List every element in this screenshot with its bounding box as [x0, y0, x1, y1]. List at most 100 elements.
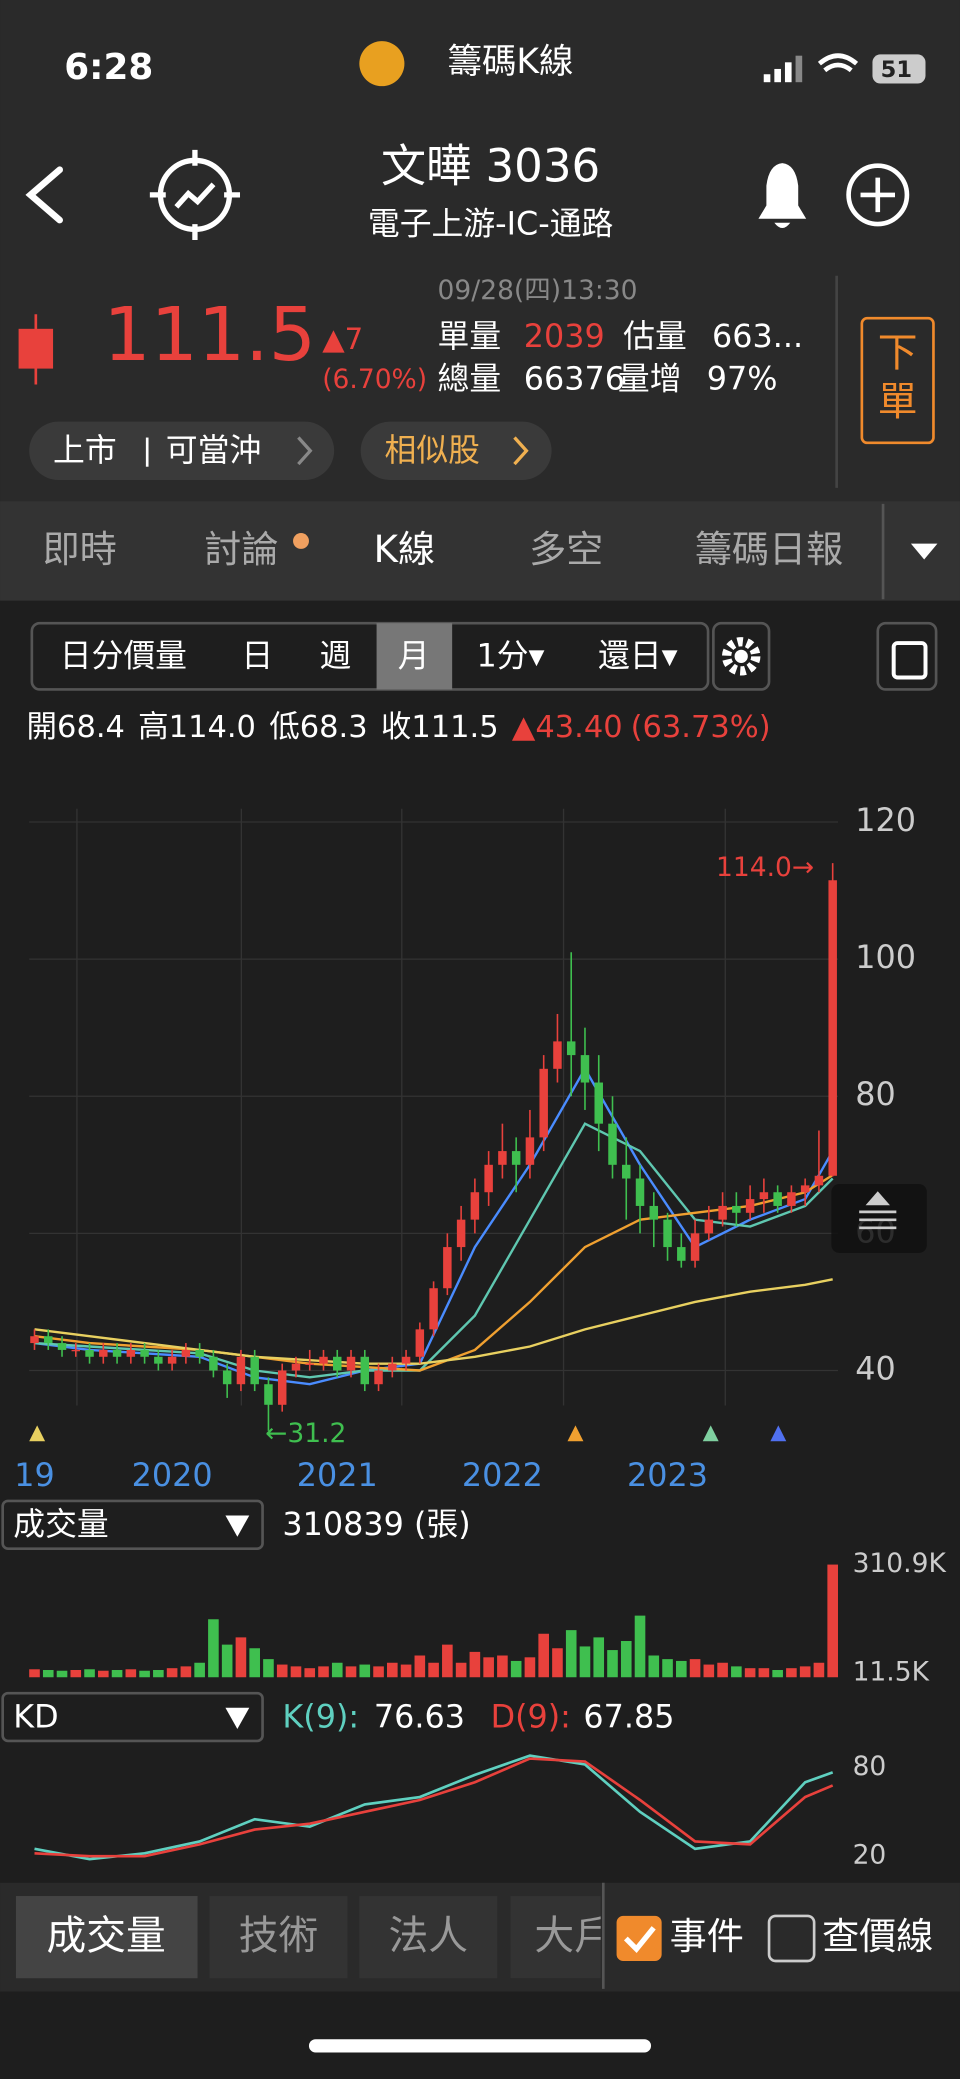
home-indicator [308, 2039, 652, 2053]
tag: 可當沖 [166, 431, 261, 469]
candle-body [690, 1233, 700, 1261]
candle-body [264, 1384, 273, 1405]
bottom-tab[interactable]: 技術 [239, 1913, 319, 1959]
moving-average [34, 1278, 833, 1365]
volume-bar [799, 1666, 811, 1678]
bottom-tab[interactable]: 成交量 [46, 1913, 165, 1959]
bottom-tab-active[interactable] [15, 1896, 198, 1979]
market-pill[interactable] [29, 421, 335, 480]
candle-body [635, 1178, 645, 1206]
kd-line [34, 1754, 834, 1861]
volume-bar [331, 1662, 343, 1678]
order-text: 單 [878, 379, 918, 425]
candle-body [305, 1363, 314, 1365]
back-button[interactable] [25, 166, 64, 224]
candle-body [195, 1349, 204, 1357]
similar-pill[interactable] [360, 421, 552, 480]
candle-body [677, 1247, 686, 1261]
candle-body [525, 1137, 535, 1165]
candle-body [319, 1356, 328, 1364]
app-icon [359, 41, 405, 87]
tab-active[interactable]: K線 [374, 528, 435, 571]
bottom-tab-bg [510, 1896, 601, 1979]
candle-body [622, 1164, 631, 1179]
label: 總量 [438, 360, 502, 398]
candle-body [498, 1151, 507, 1165]
checkbox-checked[interactable] [616, 1915, 662, 1961]
gear [721, 637, 761, 676]
order-button[interactable] [860, 316, 935, 445]
tab[interactable]: 即時 [42, 528, 116, 571]
period[interactable]: 還日▾ [598, 637, 678, 675]
volume-bar [703, 1664, 715, 1678]
indicator-select[interactable] [1, 1499, 264, 1550]
volume-bar [634, 1615, 646, 1678]
candle-body [209, 1356, 218, 1371]
event-marker[interactable] [702, 1425, 719, 1442]
volume-bar [648, 1655, 660, 1678]
add-button[interactable] [846, 163, 910, 227]
time: 6:28 [64, 47, 153, 88]
badge [293, 533, 309, 549]
candle-body [112, 1349, 122, 1357]
volume-bar [414, 1655, 426, 1678]
label: 量增 [618, 360, 682, 398]
x-tick-label: 2023 [627, 1456, 708, 1494]
volume-bar [469, 1651, 481, 1678]
tab[interactable]: 討論 [204, 528, 278, 571]
period[interactable]: 1分▾ [476, 637, 544, 675]
gear [734, 649, 748, 663]
candle-body [360, 1356, 370, 1385]
candle-body [814, 1175, 824, 1186]
volume-bar [428, 1662, 439, 1678]
k-value: 76.63 [374, 1697, 465, 1735]
period-selector [30, 621, 710, 691]
volume-bar [125, 1669, 137, 1678]
candle-body [126, 1349, 136, 1357]
candle-body [443, 1247, 452, 1289]
chevron [297, 436, 313, 466]
period[interactable]: 月 [398, 637, 430, 675]
checkbox[interactable] [767, 1914, 816, 1963]
rotate-button[interactable] [876, 621, 938, 691]
candle-body [828, 880, 837, 1176]
period[interactable]: 週 [320, 637, 352, 675]
bottom-tab[interactable]: 大戶 [534, 1913, 614, 1959]
more-tabs[interactable] [910, 543, 938, 560]
stock-industry: 電子上游-IC-通路 [368, 204, 613, 242]
analysis-icon[interactable] [149, 149, 241, 240]
candle-body [374, 1370, 383, 1385]
event-marker[interactable] [567, 1425, 584, 1442]
candle-body [167, 1356, 177, 1364]
volume-bar [483, 1657, 494, 1678]
indicator-select[interactable] [1, 1691, 264, 1743]
bottom-tab[interactable]: 法人 [389, 1913, 469, 1959]
tab[interactable]: 籌碼日報 [695, 528, 843, 571]
tab[interactable]: 多空 [529, 528, 603, 571]
event-marker[interactable] [770, 1425, 787, 1442]
volume-bar [717, 1662, 728, 1678]
volume-bar [153, 1670, 164, 1678]
settings-button[interactable] [712, 621, 771, 691]
checkbox-label: 查價線 [822, 1915, 933, 1958]
wifi [817, 53, 859, 73]
event-marker[interactable] [29, 1425, 46, 1442]
battery-level: 51 [881, 57, 912, 83]
volume-bar [400, 1664, 412, 1678]
candle-body [250, 1356, 259, 1385]
volume-bar [524, 1657, 536, 1678]
period[interactable]: 日分價量 [60, 637, 187, 675]
volume-bar [276, 1664, 288, 1678]
bottom-tab-bg [209, 1896, 348, 1979]
scroll-widget[interactable] [831, 1184, 927, 1253]
volume-bar [662, 1659, 673, 1678]
value: 97% [707, 360, 778, 398]
x-axis: 19 2020 2021 2022 2023 [14, 1456, 708, 1494]
stock-title: 文曄 3036 [381, 140, 600, 193]
candle-body [30, 1336, 39, 1344]
volume-bar [345, 1666, 357, 1678]
price: 111.5 [103, 291, 316, 378]
alert-button[interactable] [758, 163, 807, 229]
candle-body [346, 1356, 356, 1371]
period[interactable]: 日 [241, 637, 273, 675]
